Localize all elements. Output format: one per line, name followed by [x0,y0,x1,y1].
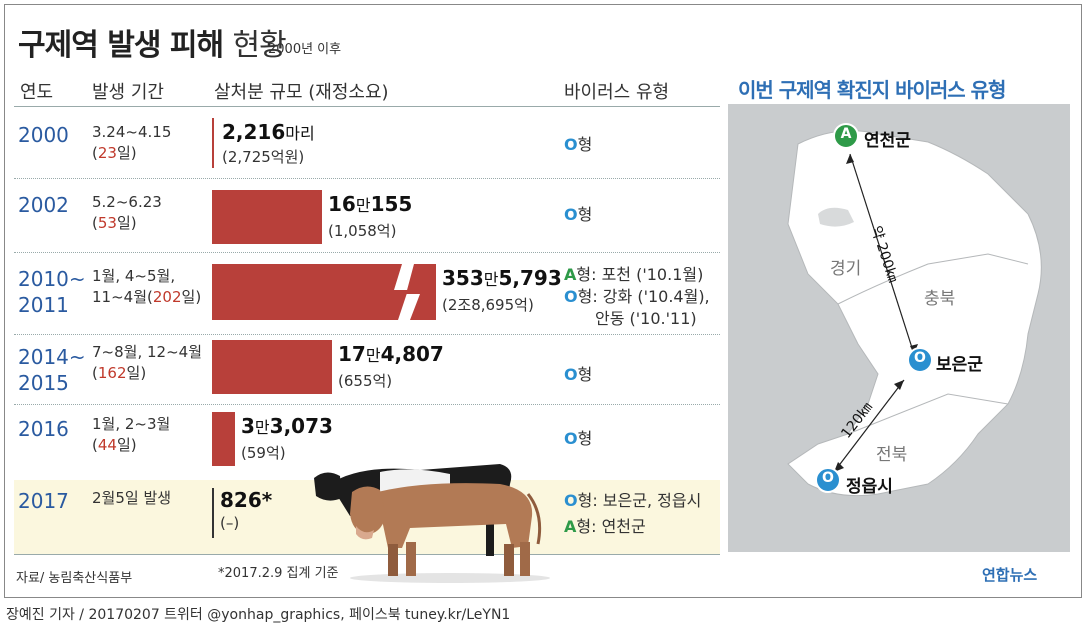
badge-o-icon [907,347,933,373]
row-period: 1월, 4~5월, 11~4월(202일) [92,267,202,306]
footnote: *2017.2.9 집계 기준 [218,566,339,581]
place-jeongeup: 정읍시 [846,477,893,497]
header-virus: 바이러스 유형 [564,82,670,103]
cost-label: (2조8,695억) [442,296,534,314]
region-gyeonggi: 경기 [830,259,862,279]
row-divider [14,178,720,179]
row-divider [14,404,720,405]
place-yeoncheon: 연천군 [864,131,911,151]
row-year: 2017 [18,489,69,513]
virus-type: O형 [564,205,593,224]
badge-letter: A [840,126,852,142]
map-panel: A O O 연천군 보은군 정읍시 경기 충북 전북 약 200㎞ 120㎞ [728,104,1070,552]
region-chungbuk: 충북 [924,289,956,309]
header-year: 연도 [20,82,54,103]
bar-value-label: 17만4,807 [338,342,444,366]
page-subtitle: 2000년 이후 [268,42,342,57]
bar-2017 [212,488,214,538]
header-scale: 살처분 규모 (재정소요) [214,82,389,103]
virus-type: O형 [564,135,593,154]
header-period: 발생 기간 [92,82,164,103]
bar-2010-2011 [212,264,436,320]
cow-illustration [314,464,550,583]
region-jeonbuk: 전북 [876,445,908,465]
header-divider [14,106,720,107]
cost-label: (2,725억원) [222,148,305,166]
row-period: 7~8월, 12~4월 (162일) [92,343,202,382]
table-bottom-divider [14,554,720,555]
row-year: 2016 [18,417,69,441]
row-year: 2014~ 2015 [18,345,86,395]
cost-label: (655억) [338,372,393,390]
row-period: 3.24~4.15 (23일) [92,123,172,162]
virus-type-list: O형: 보은군, 정읍시 A형: 연천군 [564,491,702,536]
badge-a-icon [833,123,859,149]
row-period: 1월, 2~3월 (44일) [92,415,171,454]
bar-2002 [212,190,322,244]
badge-o-icon [815,467,841,493]
korea-map [787,123,1042,497]
page-title: 구제역 발생 피해 현황 [18,28,287,63]
bar-2014-2015 [212,340,332,394]
bar-2000 [212,118,214,168]
row-divider [14,334,720,335]
bar-2016 [212,412,235,466]
credit-line: 장예진 기자 / 20170207 트위터 @yonhap_graphics, … [6,607,511,623]
yonhap-logo: 연합뉴스 [982,566,1038,584]
row-year: 2000 [18,123,69,147]
row-year: 2010~ 2011 [18,267,86,317]
row-year: 2002 [18,193,69,217]
row-period: 2월5일 발생 [92,489,172,507]
bar-value-label: 16만155 [328,192,413,216]
virus-type-list: A형: 포천 ('10.1월) O형: 강화 ('10.4월), 안동 ('10… [564,265,710,328]
bar-value-label: 353만5,793 [442,266,562,290]
cost-label: (–) [220,514,240,532]
virus-type: O형 [564,365,593,384]
bar-value-label: 3만3,073 [241,414,333,438]
cost-label: (1,058억) [328,222,397,240]
source-note: 자료/ 농림축산식품부 [16,571,133,586]
place-boeun: 보은군 [936,355,983,375]
virus-type: O형 [564,429,593,448]
bar-value-label: 826* [220,488,273,512]
cost-label: (59억) [241,444,286,462]
row-period: 5.2~6.23 (53일) [92,193,162,232]
bar-value-label: 2,216마리 [222,120,315,144]
badge-letter: O [914,350,926,366]
badge-letter: O [822,470,834,486]
map-title: 이번 구제역 확진지 바이러스 유형 [738,78,1006,102]
row-divider [14,252,720,253]
